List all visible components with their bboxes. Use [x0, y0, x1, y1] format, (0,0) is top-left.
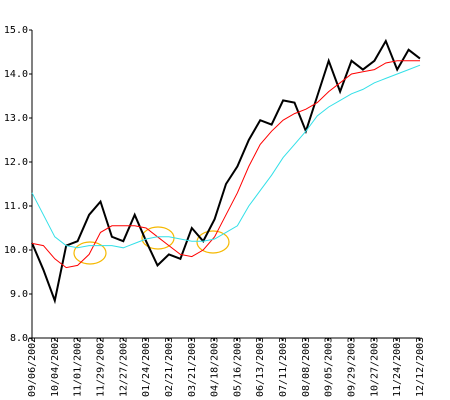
- x-tick-label: 06/13/2003: [255, 337, 266, 397]
- y-tick-label: 15.0: [4, 25, 28, 36]
- x-tick-label: 07/11/2003: [278, 337, 289, 397]
- x-tick-label: 11/24/2003: [392, 337, 403, 397]
- x-tick-label: 08/08/2003: [301, 337, 312, 397]
- x-tick-label: 10/27/2003: [369, 337, 380, 397]
- x-tick-label: 02/21/2003: [164, 337, 175, 397]
- y-tick-label: 8.0: [10, 333, 28, 344]
- highlight-ellipse: [196, 230, 230, 254]
- x-tick-label: 09/05/2003: [324, 337, 335, 397]
- y-tick-label: 10.0: [4, 245, 28, 256]
- highlight-ellipse: [73, 241, 107, 265]
- line-series: [31, 64, 421, 249]
- x-tick-label: 04/18/2003: [210, 337, 221, 397]
- y-tick-label: 9.0: [10, 289, 28, 300]
- y-tick-label: 12.0: [4, 157, 28, 168]
- x-tick-label: 11/29/2002: [95, 337, 106, 397]
- x-tick-label: 10/04/2002: [50, 337, 61, 397]
- x-tick-label: 12/27/2002: [118, 337, 129, 397]
- y-tick-label: 14.0: [4, 69, 28, 80]
- x-tick-label: 09/06/2002: [27, 337, 38, 397]
- x-tick-label: 01/24/2003: [141, 337, 152, 397]
- x-tick-label: 05/16/2003: [232, 337, 243, 397]
- x-tick-label: 12/12/2003: [415, 337, 426, 397]
- y-tick-label: 13.0: [4, 113, 28, 124]
- x-tick-label: 03/21/2003: [187, 337, 198, 397]
- x-tick-label: 09/29/2003: [347, 337, 358, 397]
- y-tick-label: 11.0: [4, 201, 28, 212]
- line-series: [31, 60, 420, 269]
- x-tick-label: 11/01/2002: [73, 337, 84, 397]
- line-series: [31, 38, 421, 305]
